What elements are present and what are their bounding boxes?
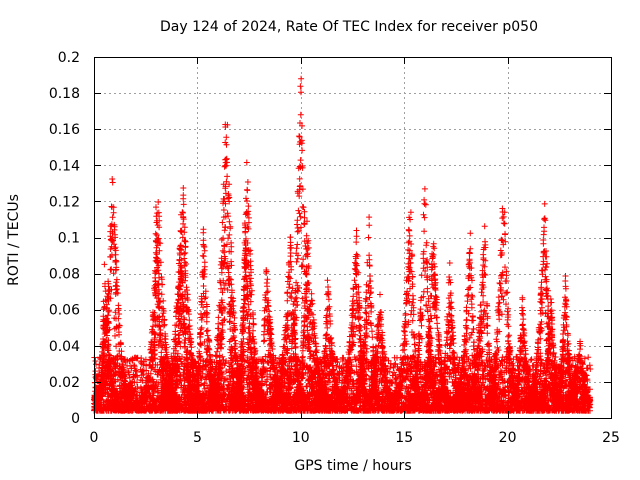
y-tick-labels: 0 0.02 0.04 0.06 0.08 0.1 0.12 0.14 0.16 0.18 0.2 bbox=[49, 50, 80, 427]
x-axis-label: GPS time / hours bbox=[294, 458, 411, 474]
data-points bbox=[91, 75, 594, 414]
y-tick-label: 0.18 bbox=[49, 86, 80, 102]
y-tick-label: 0 bbox=[71, 411, 80, 427]
axis-ticks bbox=[94, 57, 612, 419]
y-tick-label: 0.08 bbox=[49, 267, 80, 283]
y-tick-label: 0.02 bbox=[49, 375, 80, 391]
x-tick-label: 5 bbox=[193, 430, 202, 446]
x-tick-labels: 0 5 10 15 20 25 bbox=[90, 430, 620, 446]
y-tick-label: 0.1 bbox=[58, 231, 80, 247]
y-tick-label: 0.12 bbox=[49, 194, 80, 210]
x-tick-label: 20 bbox=[499, 430, 517, 446]
x-tick-label: 25 bbox=[602, 430, 620, 446]
y-tick-label: 0.06 bbox=[49, 303, 80, 319]
x-tick-label: 10 bbox=[292, 430, 310, 446]
y-tick-label: 0.2 bbox=[58, 50, 80, 66]
x-tick-label: 15 bbox=[395, 430, 413, 446]
y-axis-label: ROTI / TECUs bbox=[6, 194, 22, 286]
chart-title: Day 124 of 2024, Rate Of TEC Index for r… bbox=[160, 19, 538, 35]
y-tick-label: 0.14 bbox=[49, 158, 80, 174]
x-tick-label: 0 bbox=[90, 430, 99, 446]
y-tick-label: 0.16 bbox=[49, 122, 80, 138]
roti-point-markers bbox=[91, 75, 594, 414]
y-tick-label: 0.04 bbox=[49, 339, 80, 355]
